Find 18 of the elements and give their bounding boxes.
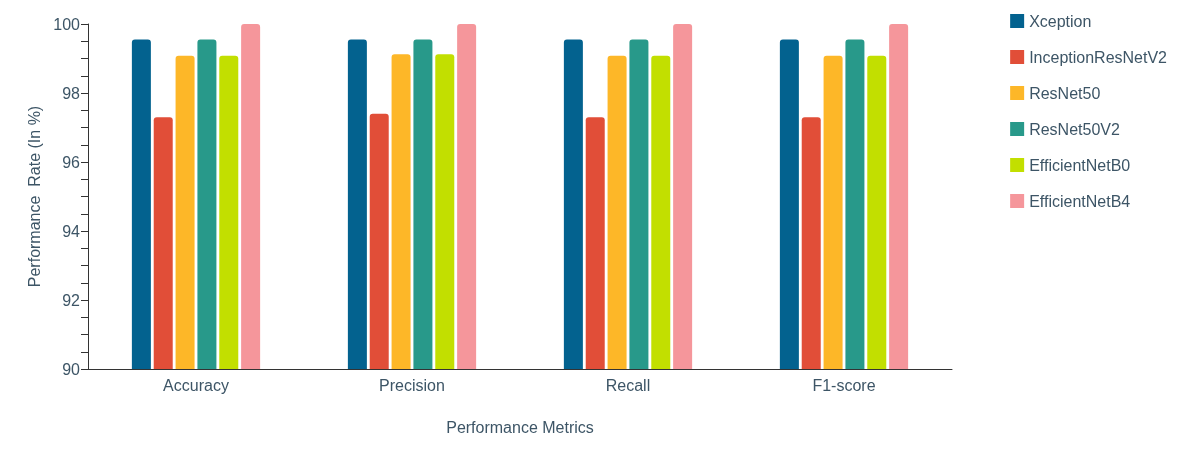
x-tick-label: F1-score (812, 376, 876, 394)
legend-label: InceptionResNetV2 (1029, 48, 1168, 66)
x-tick-label: Accuracy (163, 376, 229, 394)
y-axis-title: Performance Rate (In %) (25, 105, 43, 288)
y-tick-label: 96 (62, 153, 81, 171)
legend-label: EfficientNetB0 (1029, 156, 1131, 174)
y-tick-label: 98 (62, 84, 81, 102)
y-tick-label: 92 (62, 291, 81, 309)
legend-label: EfficientNetB4 (1029, 192, 1131, 210)
legend-label: Xception (1029, 12, 1092, 30)
legend-label: ResNet50V2 (1029, 120, 1120, 138)
legend-label: ResNet50 (1029, 84, 1101, 102)
y-tick-label: 100 (53, 15, 81, 33)
x-tick-label: Recall (605, 376, 651, 394)
y-tick-label: 90 (62, 360, 81, 378)
y-tick-label: 94 (62, 222, 81, 240)
x-axis-title: Performance Metrics (446, 418, 594, 436)
x-tick-label: Precision (379, 376, 445, 394)
